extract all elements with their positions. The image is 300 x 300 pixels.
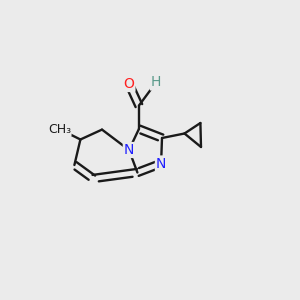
Text: O: O: [124, 77, 134, 91]
Text: N: N: [124, 143, 134, 157]
Text: CH₃: CH₃: [48, 122, 71, 136]
Text: H: H: [151, 76, 161, 89]
Text: N: N: [156, 157, 166, 170]
